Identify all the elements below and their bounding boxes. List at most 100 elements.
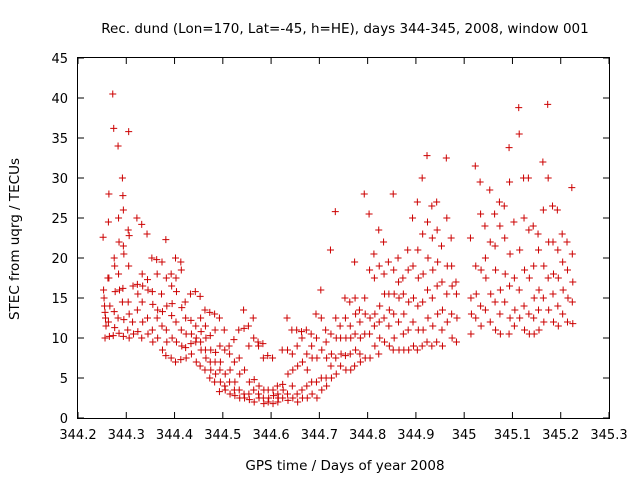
data-point [423,286,431,294]
data-point [322,326,330,334]
data-point [448,334,456,342]
data-point [105,332,113,340]
data-point [409,342,417,350]
data-point [115,238,123,246]
data-point [294,398,302,406]
data-point [249,314,257,322]
data-point [221,386,229,394]
data-point [111,262,119,270]
data-point [172,338,180,346]
data-point [162,352,170,360]
x-tick-label: 345.1 [494,428,531,443]
data-point [100,286,108,294]
data-point [196,292,204,300]
data-point [530,314,538,322]
data-point [443,214,451,222]
data-point [390,310,398,318]
data-point [207,366,215,374]
data-point [133,306,141,314]
data-point [240,306,248,314]
data-point [405,346,413,354]
data-point [414,274,422,282]
data-point [482,274,490,282]
data-point [568,250,576,258]
data-point [130,330,138,338]
data-point [521,326,529,334]
data-point [515,286,523,294]
chart-title: Rec. dund (Lon=170, Lat=-45, h=HE), days… [101,21,588,37]
data-point [429,266,437,274]
data-point [395,294,403,302]
data-point [414,302,422,310]
data-point [535,286,543,294]
data-point [226,366,234,374]
data-point [559,258,567,266]
data-point [428,342,436,350]
data-point [111,288,119,296]
data-point [133,280,141,288]
data-point [279,386,287,394]
data-point [501,234,509,242]
data-point [496,330,504,338]
data-point [356,350,364,358]
data-point [380,314,388,322]
data-point [399,274,407,282]
data-point [376,334,384,342]
data-point [158,258,166,266]
data-point [326,246,334,254]
data-point [177,326,185,334]
data-point [506,314,514,322]
data-point [423,218,431,226]
data-point [182,354,190,362]
data-point [313,394,321,402]
data-point [433,338,441,346]
data-point [447,234,455,242]
data-point [366,314,374,322]
data-point [515,104,523,112]
data-point [216,378,224,386]
data-point [162,236,170,244]
data-point [118,174,126,182]
data-point [452,338,460,346]
y-tick-label: 10 [51,332,68,347]
data-point [491,210,499,218]
data-point [158,308,166,316]
data-point [500,202,508,210]
data-point [481,222,489,230]
data-point [303,382,311,390]
data-point [144,314,152,322]
data-point [226,350,234,358]
data-point [245,396,253,404]
data-point [172,358,180,366]
data-point [186,290,194,298]
data-point [404,246,412,254]
data-point [119,206,127,214]
data-point [139,318,147,326]
data-point [564,294,572,302]
data-point [168,312,176,320]
data-point [400,310,408,318]
data-point [138,220,146,228]
data-point [240,324,248,332]
data-point [385,342,393,350]
data-point [255,342,263,350]
data-point [221,370,229,378]
data-point [294,362,302,370]
data-point [516,314,524,322]
data-point [472,290,480,298]
data-point [197,328,205,336]
data-point [554,322,562,330]
data-point [307,330,315,338]
data-point [216,366,224,374]
data-point [506,178,514,186]
data-point [558,230,566,238]
data-point [438,326,446,334]
data-point [124,226,132,234]
data-point [347,334,355,342]
data-point [158,290,166,298]
data-point [481,254,489,262]
data-point [167,354,175,362]
x-tick-label: 344.8 [349,428,386,443]
data-point [99,233,107,241]
data-point [327,362,335,370]
